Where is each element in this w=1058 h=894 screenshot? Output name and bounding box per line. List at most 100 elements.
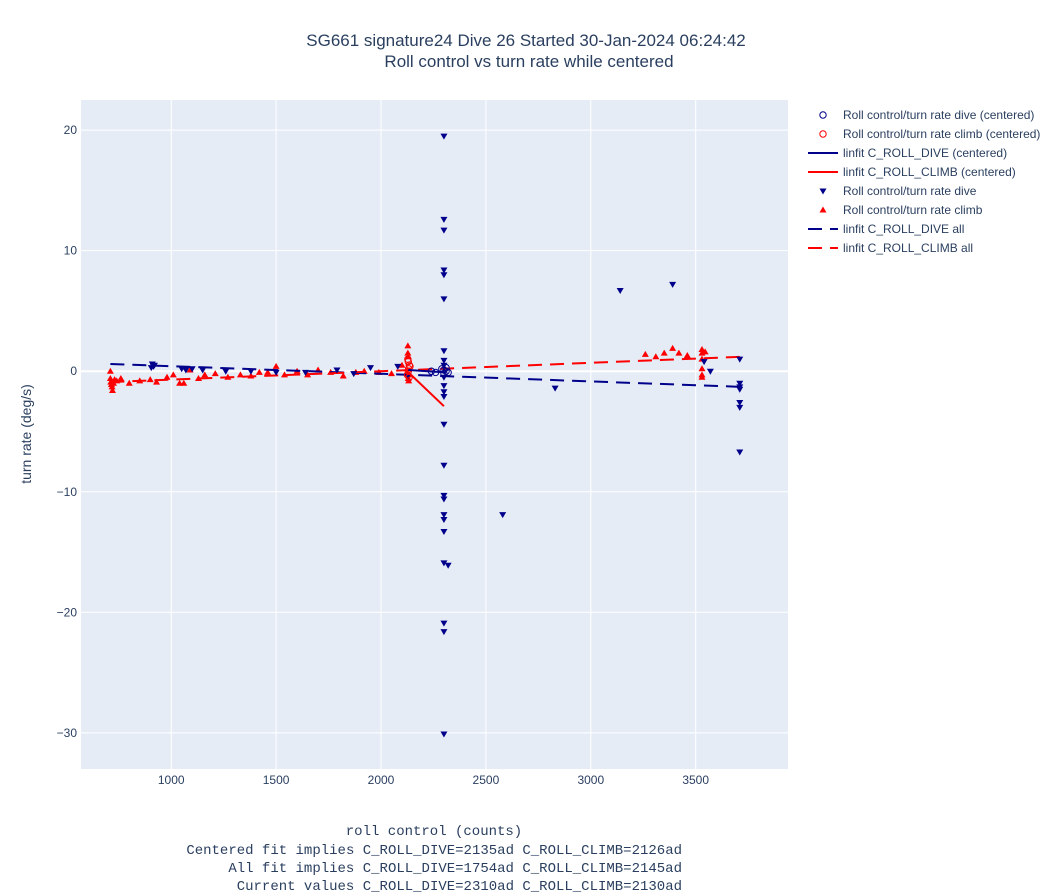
y-axis-title: turn rate (deg/s): [18, 384, 34, 484]
data-point: [211, 370, 219, 377]
data-point: [199, 367, 207, 374]
x-tick-label: 3500: [682, 773, 709, 787]
data-point: [440, 394, 448, 401]
data-point: [440, 133, 448, 140]
legend-item[interactable]: linfit C_ROLL_CLIMB all: [808, 241, 973, 255]
data-point: [440, 731, 448, 738]
y-tick-label: −30: [57, 726, 78, 740]
data-point: [169, 371, 177, 378]
legend-label: linfit C_ROLL_CLIMB (centered): [843, 165, 1016, 179]
data-point: [440, 462, 448, 469]
data-point: [440, 512, 448, 519]
data-point: [698, 365, 706, 372]
legend-label: linfit C_ROLL_CLIMB all: [843, 241, 973, 255]
legend-label: Roll control/turn rate dive (centered): [843, 108, 1034, 122]
data-point: [339, 372, 347, 379]
data-point: [333, 367, 341, 374]
data-point: [440, 389, 448, 396]
plot-area: [81, 100, 788, 769]
fit-line: [110, 362, 742, 388]
x-tick-label: 2500: [473, 773, 500, 787]
data-point: [700, 359, 708, 366]
data-point: [440, 629, 448, 636]
data-point: [272, 369, 280, 376]
data-point: [367, 365, 375, 372]
chart-title: SG661 signature24 Dive 26 Started 30-Jan…: [306, 31, 745, 50]
data-point: [440, 421, 448, 428]
x-axis-note-current-values: Current values C_ROLL_DIVE=2310ad C_ROLL…: [237, 879, 682, 894]
data-point: [736, 404, 744, 411]
data-point: [698, 373, 706, 380]
y-tick-label: 10: [64, 244, 78, 258]
legend-item[interactable]: Roll control/turn rate dive: [819, 184, 977, 198]
x-tick-label: 3000: [577, 773, 604, 787]
legend-label: linfit C_ROLL_DIVE (centered): [843, 146, 1007, 160]
data-point: [108, 387, 116, 394]
data-point: [736, 449, 744, 456]
legend-marker-swatch: [819, 206, 827, 213]
legend-item[interactable]: linfit C_ROLL_DIVE all: [808, 222, 964, 236]
data-point: [440, 620, 448, 627]
y-tick-label: 20: [64, 123, 78, 137]
data-point: [706, 368, 714, 375]
data-point: [660, 349, 668, 356]
data-point: [304, 371, 312, 378]
data-point: [188, 366, 196, 373]
legend-item[interactable]: linfit C_ROLL_DIVE (centered): [808, 146, 1007, 160]
series-7: [110, 355, 742, 384]
data-point: [404, 349, 412, 356]
data-point: [736, 400, 744, 407]
data-point: [108, 383, 116, 390]
legend-item[interactable]: Roll control/turn rate dive (centered): [819, 108, 1035, 122]
data-point: [398, 361, 406, 368]
data-point: [440, 516, 448, 523]
data-point: [675, 349, 683, 356]
data-point: [394, 363, 402, 370]
data-point: [301, 369, 309, 376]
data-point: [404, 355, 412, 363]
data-point: [147, 365, 155, 372]
x-tick-label: 1500: [263, 773, 290, 787]
x-axis-note-centered-fit: Centered fit implies C_ROLL_DIVE=2135ad …: [186, 843, 682, 859]
data-point: [641, 350, 649, 357]
data-point: [440, 216, 448, 223]
legend-marker-swatch: [819, 188, 827, 195]
data-point: [499, 512, 507, 519]
data-point: [440, 272, 448, 279]
data-point: [182, 367, 190, 374]
x-axis-note-all-fit: All fit implies C_ROLL_DIVE=1754ad C_ROL…: [228, 861, 682, 877]
data-point: [442, 363, 450, 372]
data-point: [698, 346, 706, 353]
data-point: [616, 287, 624, 294]
y-tick-label: −20: [57, 605, 78, 619]
data-point: [440, 357, 448, 364]
legend-label: Roll control/turn rate climb: [843, 203, 983, 217]
data-point: [236, 371, 244, 378]
legend: Roll control/turn rate dive (centered) Ro…: [808, 108, 1040, 255]
data-point: [736, 386, 744, 393]
legend-item[interactable]: Roll control/turn rate climb: [819, 203, 983, 217]
legend-marker-swatch: [819, 130, 827, 138]
legend-label: Roll control/turn rate climb (centered): [843, 127, 1040, 141]
data-point: [280, 371, 288, 378]
y-tick-label: 0: [70, 364, 77, 378]
legend-item[interactable]: Roll control/turn rate climb (centered): [819, 127, 1041, 141]
fit-line: [408, 369, 447, 374]
data-point: [163, 373, 171, 380]
data-point: [551, 385, 559, 392]
series-3: [406, 370, 445, 407]
data-point: [106, 367, 114, 374]
data-point: [440, 296, 448, 303]
data-point: [387, 370, 395, 377]
data-point: [146, 376, 154, 383]
data-point: [440, 383, 448, 390]
legend-label: Roll control/turn rate dive: [843, 184, 977, 198]
data-point: [125, 379, 133, 386]
data-point: [669, 344, 677, 351]
data-point: [440, 560, 448, 567]
legend-item[interactable]: linfit C_ROLL_CLIMB (centered): [808, 165, 1016, 179]
data-point: [652, 353, 660, 360]
data-point: [440, 267, 448, 274]
data-point: [444, 562, 452, 569]
data-point: [272, 362, 280, 369]
